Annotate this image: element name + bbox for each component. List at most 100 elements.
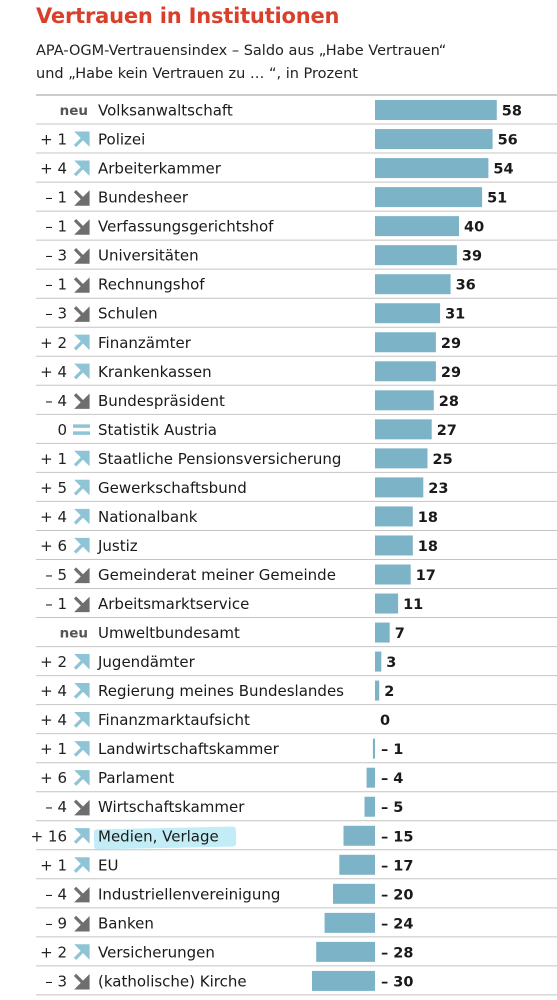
value-label: – 20 <box>381 887 413 903</box>
category-label: Verfassungsgerichtshof <box>98 218 274 236</box>
change-label: neu <box>60 626 88 642</box>
arrow-up-icon <box>73 712 90 728</box>
category-label: Statistik Austria <box>98 421 217 439</box>
subtitle-line-2: und „Habe kein Vertrauen zu … “, in Proz… <box>36 66 358 82</box>
value-label: 7 <box>395 626 405 642</box>
category-label: Nationalbank <box>98 508 198 526</box>
arrow-up-icon <box>73 653 90 670</box>
change-label: neu <box>60 103 88 119</box>
category-label: EU <box>98 856 118 874</box>
change-label: – 5 <box>45 566 67 584</box>
bar <box>375 448 428 469</box>
arrow-down-icon <box>73 277 90 293</box>
change-label: – 1 <box>45 189 67 207</box>
change-label: – 1 <box>45 595 67 613</box>
bar <box>375 216 459 237</box>
value-label: 0 <box>380 713 390 729</box>
value-label: 18 <box>418 510 438 526</box>
bar <box>375 332 436 353</box>
change-label: – 3 <box>45 305 67 323</box>
change-label: 0 <box>57 421 67 439</box>
value-label: 18 <box>418 539 438 555</box>
arrow-down-icon <box>73 886 90 903</box>
change-label: + 4 <box>40 711 67 729</box>
bar <box>375 564 411 585</box>
bar <box>375 477 424 498</box>
chart-title: Vertrauen in Institutionen <box>36 4 340 28</box>
value-label: – 17 <box>381 858 413 874</box>
arrow-up-icon <box>73 828 90 844</box>
subtitle-line-1: APA-OGM-Vertrauensindex – Saldo aus „Hab… <box>36 43 447 59</box>
value-label: 25 <box>433 452 453 468</box>
arrow-up-icon <box>73 334 90 351</box>
bar <box>324 912 375 933</box>
value-label: – 4 <box>381 771 403 787</box>
change-label: – 9 <box>45 914 67 932</box>
change-label: – 4 <box>45 392 67 410</box>
bar <box>375 303 441 324</box>
value-label: 39 <box>462 249 482 265</box>
category-label: Finanzmarktaufsicht <box>98 711 250 729</box>
change-label: + 1 <box>40 856 67 874</box>
arrow-up-icon <box>73 944 90 961</box>
category-label: Versicherungen <box>98 943 215 961</box>
arrow-up-icon <box>73 450 90 467</box>
value-label: 28 <box>439 394 459 410</box>
equal-icon <box>73 424 90 428</box>
change-label: – 1 <box>45 276 67 294</box>
category-label: Universitäten <box>98 247 199 265</box>
arrow-up-icon <box>73 508 90 525</box>
change-label: + 4 <box>40 508 67 526</box>
change-label: – 4 <box>45 885 67 903</box>
arrow-down-icon <box>73 973 90 990</box>
arrow-down-icon <box>73 915 90 932</box>
bar <box>316 941 375 962</box>
category-label: Jugendämter <box>97 653 196 671</box>
category-label: (katholische) Kirche <box>98 972 247 990</box>
change-label: + 4 <box>40 363 67 381</box>
category-label: Industriellenvereinigung <box>98 885 280 903</box>
change-label: + 1 <box>40 131 67 149</box>
bar <box>375 593 399 614</box>
arrow-up-icon <box>73 363 90 380</box>
arrow-up-icon <box>73 741 90 757</box>
value-label: 3 <box>386 655 396 671</box>
value-label: 31 <box>445 307 465 323</box>
category-label: Staatliche Pensionsversicherung <box>98 450 341 468</box>
change-label: + 6 <box>40 537 67 555</box>
value-label: – 30 <box>381 974 413 990</box>
change-label: + 1 <box>40 450 67 468</box>
bar <box>375 651 382 672</box>
bar <box>375 100 497 121</box>
arrow-up-icon <box>73 537 90 554</box>
value-label: – 5 <box>381 800 403 816</box>
change-label: + 1 <box>40 740 67 758</box>
category-label: Landwirtschaftskammer <box>98 740 280 758</box>
arrow-up-icon <box>73 857 90 873</box>
bar <box>375 129 493 150</box>
value-label: 51 <box>487 191 507 207</box>
change-label: – 4 <box>45 798 67 816</box>
value-label: 56 <box>498 133 518 149</box>
value-label: – 15 <box>381 829 413 845</box>
category-label: Regierung meines Bundeslandes <box>98 682 344 700</box>
arrow-down-icon <box>73 306 90 322</box>
category-label: Justiz <box>97 537 138 555</box>
equal-icon <box>73 431 90 435</box>
value-label: 58 <box>502 104 522 120</box>
arrow-up-icon <box>73 160 90 177</box>
value-label: – 1 <box>381 742 403 758</box>
arrow-down-icon <box>73 248 90 264</box>
bar <box>375 506 413 527</box>
category-label: Rechnungshof <box>98 276 205 294</box>
arrow-up-icon <box>73 479 90 496</box>
category-label: Gemeinderat meiner Gemeinde <box>98 566 336 584</box>
value-label: 29 <box>441 336 461 352</box>
category-label: Umweltbundesamt <box>98 624 240 642</box>
arrow-up-icon <box>73 683 90 699</box>
chart-subtitle: APA-OGM-Vertrauensindex – Saldo aus „Hab… <box>36 40 446 86</box>
change-label: + 5 <box>40 479 67 497</box>
arrow-down-icon <box>73 219 90 235</box>
bar <box>375 535 413 556</box>
